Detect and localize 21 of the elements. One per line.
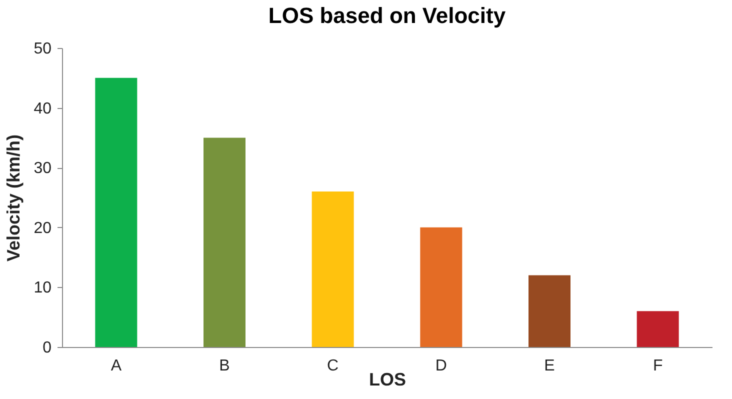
y-tick-label: 20	[34, 220, 52, 237]
bar	[95, 78, 138, 347]
x-tick-label: B	[219, 358, 230, 374]
x-tick-label: A	[110, 358, 122, 374]
chart-title: LOS based on Velocity	[268, 3, 506, 28]
y-axis-title: Velocity (km/h)	[4, 134, 24, 262]
bar	[528, 275, 570, 347]
y-tick-label: 50	[34, 40, 52, 58]
x-tick-label: F	[652, 358, 663, 374]
y-tick-label: 0	[42, 340, 52, 356]
x-tick-label: C	[327, 358, 339, 374]
y-tick-label: 10	[34, 280, 52, 297]
bar	[312, 192, 354, 347]
x-tick-label: D	[435, 358, 447, 374]
x-tick-label: E	[544, 358, 555, 374]
bar	[636, 311, 679, 347]
y-tick-label: 40	[34, 100, 52, 118]
bar	[204, 138, 246, 347]
x-axis-title: LOS	[368, 370, 406, 390]
y-tick-label: 30	[34, 160, 52, 178]
bar	[420, 227, 462, 347]
